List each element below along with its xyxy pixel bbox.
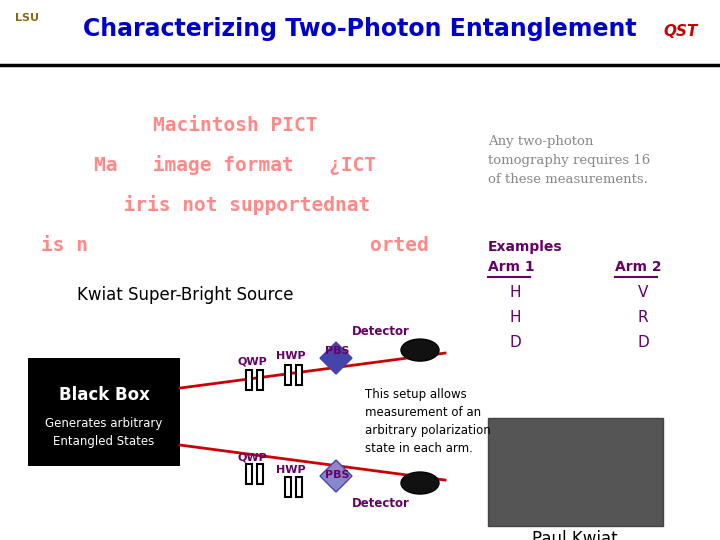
- Text: iris not supportednat: iris not supportednat: [100, 195, 370, 215]
- Bar: [285, 365, 291, 385]
- Text: Arm 2: Arm 2: [615, 260, 662, 274]
- Text: This setup allows
measurement of an
arbitrary polarization
state in each arm.: This setup allows measurement of an arbi…: [365, 388, 491, 455]
- Text: D: D: [509, 335, 521, 350]
- Text: Kwiat Super-Bright Source: Kwiat Super-Bright Source: [77, 286, 293, 304]
- Text: Generates arbitrary
Entangled States: Generates arbitrary Entangled States: [45, 416, 163, 448]
- Text: Any two-photon
tomography requires 16
of these measurements.: Any two-photon tomography requires 16 of…: [488, 135, 650, 186]
- Bar: [296, 477, 302, 497]
- Text: LSU: LSU: [15, 12, 40, 23]
- Text: QWP: QWP: [237, 356, 267, 366]
- Text: Detector: Detector: [352, 497, 410, 510]
- Text: D: D: [637, 335, 649, 350]
- Text: QST: QST: [663, 24, 698, 39]
- Text: Examples: Examples: [488, 240, 562, 254]
- Text: R: R: [638, 310, 648, 325]
- Text: QWP: QWP: [237, 452, 267, 462]
- Text: H: H: [509, 310, 521, 325]
- Bar: [488, 418, 663, 526]
- Text: PBS: PBS: [325, 470, 349, 480]
- Bar: [28, 358, 180, 466]
- Bar: [285, 477, 291, 497]
- Polygon shape: [320, 342, 352, 374]
- Ellipse shape: [401, 339, 439, 361]
- Text: Detector: Detector: [352, 325, 410, 338]
- Bar: [257, 370, 263, 390]
- Text: Black Box: Black Box: [58, 386, 150, 404]
- Text: H: H: [509, 285, 521, 300]
- Text: Characterizing Two-Photon Entanglement: Characterizing Two-Photon Entanglement: [84, 17, 636, 42]
- Bar: [246, 370, 252, 390]
- Text: V: V: [638, 285, 648, 300]
- Text: HWP: HWP: [276, 351, 306, 361]
- Ellipse shape: [401, 472, 439, 494]
- Text: Macintosh PICT: Macintosh PICT: [153, 116, 318, 134]
- Text: Paul Kwiat
U. Illinois: Paul Kwiat U. Illinois: [532, 530, 618, 540]
- Polygon shape: [320, 460, 352, 492]
- Bar: [257, 464, 263, 484]
- Text: PBS: PBS: [325, 346, 349, 356]
- Bar: [296, 365, 302, 385]
- Text: HWP: HWP: [276, 465, 306, 475]
- Text: is n                        orted: is n orted: [41, 235, 429, 255]
- Text: Ma   image format   ¿ICT: Ma image format ¿ICT: [94, 155, 376, 175]
- Text: Arm 1: Arm 1: [488, 260, 535, 274]
- Bar: [246, 464, 252, 484]
